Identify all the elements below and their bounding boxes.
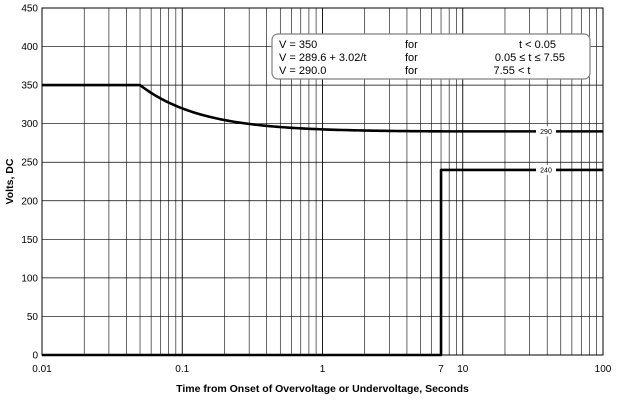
x-tick-label: 10 bbox=[457, 364, 469, 375]
equation-3-for: for bbox=[405, 65, 418, 77]
y-tick-label: 300 bbox=[21, 119, 38, 130]
x-tick-label: 100 bbox=[595, 364, 612, 375]
equation-1: V = 350 bbox=[279, 39, 317, 51]
x-tick-label: 7 bbox=[438, 364, 444, 375]
y-tick-label: 400 bbox=[21, 42, 38, 53]
y-tick-label: 150 bbox=[21, 235, 38, 246]
x-tick-label: 0.01 bbox=[32, 364, 52, 375]
equation-1-for: for bbox=[405, 39, 418, 51]
y-tick-label: 0 bbox=[32, 351, 38, 362]
level-label-290: 290 bbox=[540, 129, 552, 136]
y-tick-label: 200 bbox=[21, 196, 38, 207]
equation-1-condition: t < 0.05 bbox=[519, 39, 556, 51]
x-tick-label: 1 bbox=[320, 364, 326, 375]
y-tick-label: 100 bbox=[21, 273, 38, 284]
equation-2-for: for bbox=[405, 52, 418, 64]
equation-3: V = 290.0 bbox=[279, 65, 326, 77]
axis-ticks: 0 50 100 150 200 250 300 350 400 450 0.01 0.1 1 7 10 10… bbox=[21, 4, 611, 376]
y-tick-label: 50 bbox=[27, 312, 39, 323]
y-axis-title: Volts, DC bbox=[4, 158, 16, 204]
y-tick-label: 250 bbox=[21, 158, 38, 169]
x-axis-title: Time from Onset of Overvoltage or Underv… bbox=[176, 383, 469, 395]
level-label-240: 240 bbox=[540, 167, 552, 174]
equation-2-condition: 0.05 ≤ t ≤ 7.55 bbox=[495, 52, 565, 64]
y-tick-label: 350 bbox=[21, 81, 38, 92]
level-label-gap bbox=[536, 164, 556, 175]
equation-3-condition: 7.55 < t bbox=[493, 65, 530, 77]
level-label-gap bbox=[536, 126, 556, 137]
equation-legend-frame bbox=[271, 33, 591, 80]
plot-frame bbox=[41, 7, 604, 356]
y-tick-label: 450 bbox=[21, 4, 38, 15]
equation-legend: V = 350 for t < 0.05 V = 289.6 + 3.02/t … bbox=[271, 33, 591, 80]
x-tick-label: 0.1 bbox=[175, 364, 189, 375]
equation-2: V = 289.6 + 3.02/t bbox=[279, 52, 366, 64]
level-labels: 290 240 bbox=[536, 126, 556, 175]
series-line-1 bbox=[42, 83, 603, 133]
